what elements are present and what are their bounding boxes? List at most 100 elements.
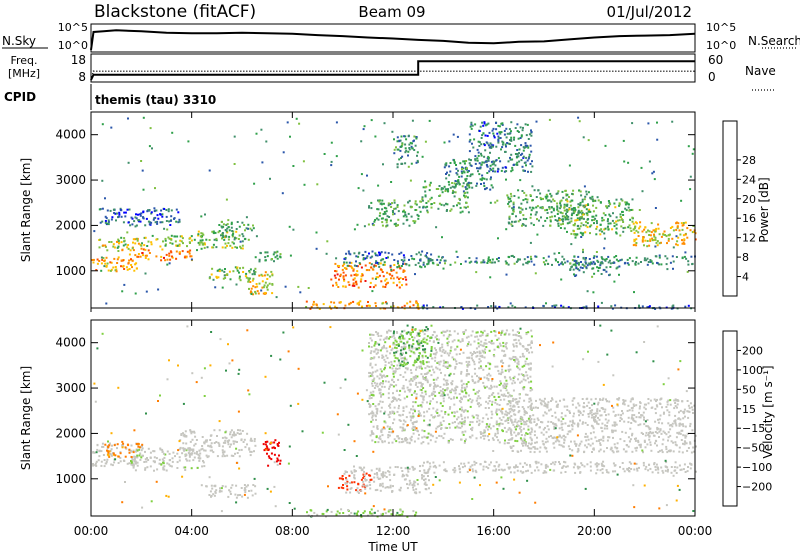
velocity-cell (389, 426, 392, 429)
velocity-cell (611, 429, 613, 432)
power-cell (586, 214, 589, 217)
velocity-cell (373, 344, 376, 347)
velocity-cell (476, 402, 479, 405)
velocity-cell (606, 471, 609, 474)
power-cell (634, 263, 637, 266)
velocity-cell (404, 439, 407, 442)
velocity-cell (409, 383, 412, 386)
velocity-cell (432, 352, 435, 355)
power-cell (114, 266, 117, 268)
velocity-cell (440, 331, 443, 334)
power-cell (385, 207, 388, 210)
power-cell (129, 224, 132, 227)
power-scatter-cell (686, 270, 689, 273)
velocity-cell (368, 413, 371, 416)
power-cell (202, 233, 205, 236)
power-cell (682, 223, 685, 226)
velocity-cell (512, 379, 515, 382)
power-scatter-cell (443, 141, 446, 144)
velocity-cell (418, 433, 420, 436)
power-cell (476, 167, 478, 170)
power-scatter-cell (585, 208, 588, 211)
power-cell (650, 260, 653, 263)
velocity-cell (446, 387, 449, 390)
power-cell (398, 281, 401, 284)
power-cell (116, 258, 119, 261)
velocity-cell (360, 478, 363, 481)
velocity-cell (377, 441, 380, 444)
velocity-cell (363, 466, 366, 469)
velocity-cell (419, 404, 422, 407)
power-cell (235, 237, 238, 240)
power-cell (377, 276, 380, 279)
velocity-cell (428, 339, 431, 342)
power-cell (490, 261, 493, 264)
velocity-cell (385, 347, 388, 350)
power-cell (489, 259, 491, 262)
power-cell (156, 214, 159, 217)
power-cell (516, 259, 519, 262)
power-cell (529, 144, 532, 147)
velocity-cell (488, 400, 491, 402)
power-cell (546, 195, 549, 198)
power-cell (437, 188, 440, 190)
velocity-cell (103, 459, 106, 461)
power-cell (579, 190, 582, 193)
power-cell (592, 204, 594, 207)
power-cell (134, 263, 137, 266)
velocity-cell (451, 388, 454, 391)
velocity-cell (272, 446, 275, 449)
power-cell (360, 278, 363, 281)
power-scatter-cell (109, 209, 112, 212)
power-cell (500, 131, 503, 134)
velocity-cell (508, 370, 510, 373)
velocity-cell (422, 350, 425, 353)
power-cell (520, 144, 523, 147)
velocity-cell (232, 442, 235, 445)
velocity-cell (525, 331, 528, 334)
velocity-cell (215, 441, 218, 443)
velocity-cell (422, 441, 425, 444)
power-cell (136, 255, 139, 258)
velocity-cell (375, 467, 378, 470)
velocity-cell (228, 445, 231, 448)
velocity-cell (393, 438, 396, 441)
power-cell (530, 209, 533, 212)
power-cell (650, 231, 653, 234)
power-cell (109, 261, 112, 264)
velocity-cell (428, 407, 431, 410)
velocity-cell (458, 465, 460, 468)
power-scatter-cell (239, 240, 242, 243)
velocity-cell (442, 364, 445, 367)
power-cell (686, 227, 689, 230)
power-cell (506, 194, 509, 197)
power-cell (529, 162, 532, 165)
velocity-cell (442, 392, 445, 395)
velocity-cell (529, 368, 532, 371)
velocity-cell (490, 384, 493, 387)
power-cell (147, 240, 150, 243)
power-cell (607, 225, 609, 228)
power-cell (250, 290, 252, 293)
power-cell (238, 271, 240, 274)
velocity-cell (504, 410, 507, 413)
velocity-cell (467, 394, 470, 397)
power-cell (245, 276, 248, 279)
power-cell (142, 248, 145, 251)
velocity-cell (523, 438, 526, 441)
power-cell (226, 227, 229, 230)
power-cell (210, 273, 213, 276)
velocity-cell (497, 396, 500, 398)
power-scatter-cell (200, 215, 203, 218)
power-cell (212, 278, 215, 281)
velocity-cell (240, 439, 243, 442)
power-cell (467, 181, 470, 184)
velocity-cell (406, 483, 408, 486)
velocity-cell (388, 470, 391, 473)
velocity-cell (647, 469, 650, 472)
velocity-cell (467, 341, 470, 344)
power-cell (607, 205, 610, 208)
power-cell (117, 256, 120, 259)
velocity-cell (634, 439, 637, 442)
velocity-cell (505, 413, 508, 416)
